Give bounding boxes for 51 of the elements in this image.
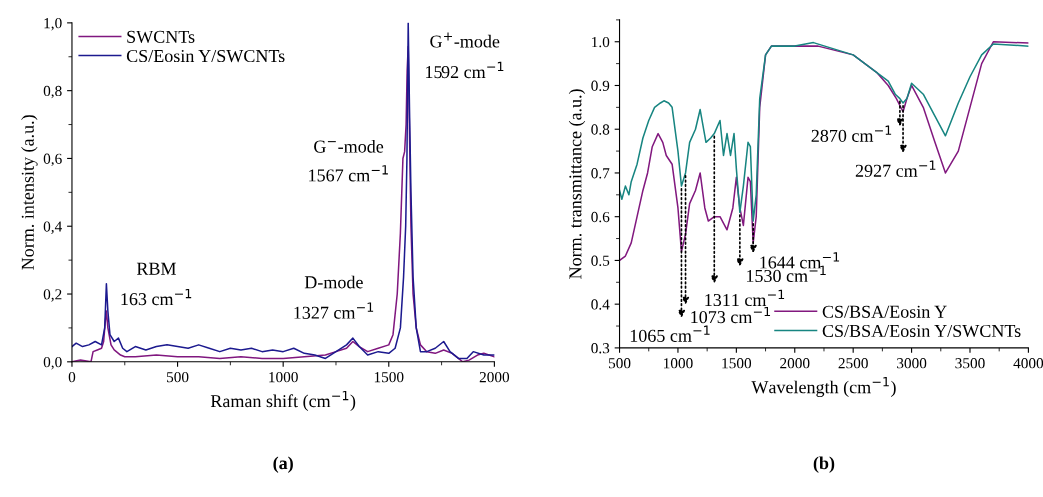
annotation: G$^{−}$-mode (314, 139, 384, 153)
y-axis-title: Norm. intensity (a.u.) (21, 115, 38, 270)
y-tick-label: 0.7 (591, 168, 610, 179)
y-tick-label: 1,0 (44, 18, 62, 31)
x-tick-label: 1000 (269, 371, 298, 383)
x-tick-label: 1500 (374, 371, 404, 383)
x-tick-label: 1000 (664, 358, 693, 369)
x-tick-label: 2500 (838, 358, 868, 369)
legend-label: CS/BSA/Eosin Y (822, 305, 947, 318)
line-series (619, 41, 1029, 222)
x-axis-title: Raman shift (cm$^{−1}$) (210, 390, 356, 411)
annotation: RBM (136, 262, 176, 275)
y-tick-label: 0.8 (591, 124, 610, 135)
legend-label: SWCNTs (127, 30, 195, 43)
annotation: 1327 cm$^{−1}$ (294, 302, 374, 319)
y-tick-label: 0.9 (591, 80, 610, 91)
y-tick-label: 0,2 (43, 289, 62, 302)
x-tick-label: 3500 (955, 358, 985, 369)
x-tick-label: 500 (608, 358, 631, 369)
y-tick-label: 0.5 (591, 255, 610, 266)
x-tick-label: 2000 (479, 371, 510, 383)
x-tick-label: 500 (167, 371, 189, 383)
x-tick-label: 1500 (722, 358, 752, 369)
annotation: 1311 cm$^{−1}$ (705, 289, 785, 307)
x-tick-label: 2000 (780, 358, 810, 369)
x-tick-label: 0 (68, 371, 76, 383)
annotation: 163 cm$^{−1}$ (121, 288, 192, 306)
y-tick-label: 0,0 (43, 356, 62, 370)
y-tick-label: 0,8 (43, 85, 62, 99)
legend-label: CS/Eosin Y/SWCNTs (126, 49, 285, 63)
y-tick-label: 0.3 (591, 343, 610, 354)
annotation: 1065 cm$^{−1}$ (630, 325, 710, 342)
annotation: 1073 cm$^{−1}$ (691, 306, 771, 324)
text: (a) (273, 456, 293, 473)
annotation: 1592 cm$^{−1}$ (426, 61, 504, 79)
annotation: 2870 cm$^{−1}$ (811, 125, 892, 142)
x-axis-title: Wavelength (cm$^{−1}$) (751, 377, 896, 398)
annotation: G$^{+}$-mode (430, 32, 500, 48)
y-tick-label: 0.6 (591, 211, 610, 223)
annotation: D-mode (304, 275, 363, 289)
text: (b) (813, 456, 835, 473)
x-tick-label: 4000 (1013, 358, 1043, 369)
annotation: 1567 cm$^{−1}$ (309, 165, 388, 182)
y-axis-title: Norm. transmittance (a.u.) (568, 89, 586, 279)
x-tick-label: 3000 (897, 358, 927, 369)
y-tick-label: 0.4 (591, 299, 610, 310)
y-tick-label: 0,6 (43, 153, 62, 167)
y-tick-label: 0,4 (43, 221, 63, 234)
legend-label: CS/BSA/Eosin Y/SWCNTs (822, 324, 1021, 338)
annotation: 2927 cm$^{−1}$ (855, 160, 936, 177)
y-tick-label: 1.0 (592, 36, 610, 48)
